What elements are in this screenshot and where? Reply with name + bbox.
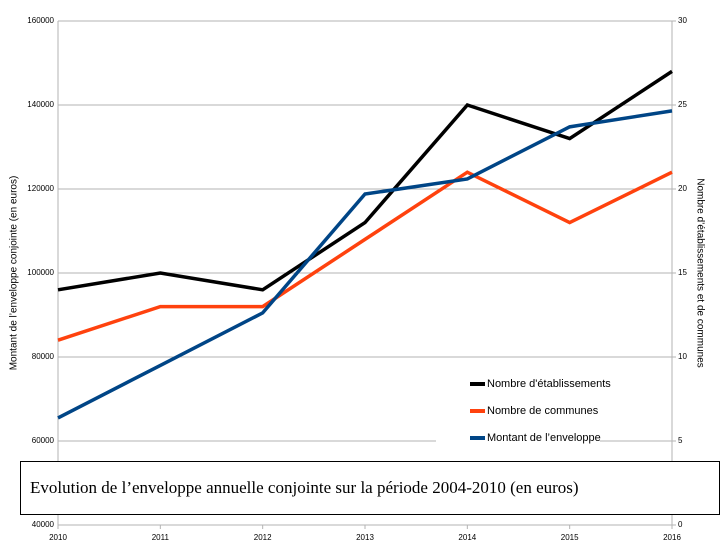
- x-tick-label: 2013: [356, 533, 374, 542]
- y2-tick-label: 15: [678, 268, 687, 277]
- y2-tick-label: 30: [678, 16, 687, 25]
- y2-tick-label: 10: [678, 352, 687, 361]
- x-tick-label: 2015: [561, 533, 579, 542]
- caption: Evolution de l’enveloppe annuelle conjoi…: [30, 478, 579, 497]
- x-tick-label: 2012: [254, 533, 272, 542]
- line-series: [57, 69, 673, 292]
- legend-label: Montant de l’enveloppe: [487, 432, 601, 444]
- legend-box: [436, 370, 600, 456]
- y-tick-label: 140000: [27, 100, 54, 109]
- y2-axis-label: Nombre d’établissements et de communes: [694, 178, 705, 368]
- line-series: [57, 170, 673, 342]
- y-tick-label: 120000: [27, 184, 54, 193]
- y-tick-label: 40000: [32, 520, 55, 529]
- y-tick-label: 80000: [32, 352, 55, 361]
- y2-tick-label: 5: [678, 436, 683, 445]
- y-tick-label: 100000: [27, 268, 54, 277]
- x-tick-label: 2014: [458, 533, 476, 542]
- x-tick-label: 2016: [663, 533, 681, 542]
- y2-tick-label: 25: [678, 100, 687, 109]
- y2-tick-label: 0: [678, 520, 683, 529]
- x-tick-label: 2010: [49, 533, 67, 542]
- legend-label: Nombre d'établissements: [487, 378, 611, 390]
- y-tick-label: 60000: [32, 436, 55, 445]
- y-tick-label: 160000: [27, 16, 54, 25]
- legend-label: Nombre de communes: [487, 405, 599, 417]
- y-axis-label: Montant de l’enveloppe conjointe (en eur…: [9, 176, 20, 371]
- x-tick-label: 2011: [152, 533, 170, 542]
- line-series: [57, 109, 673, 420]
- y2-tick-label: 20: [678, 184, 687, 193]
